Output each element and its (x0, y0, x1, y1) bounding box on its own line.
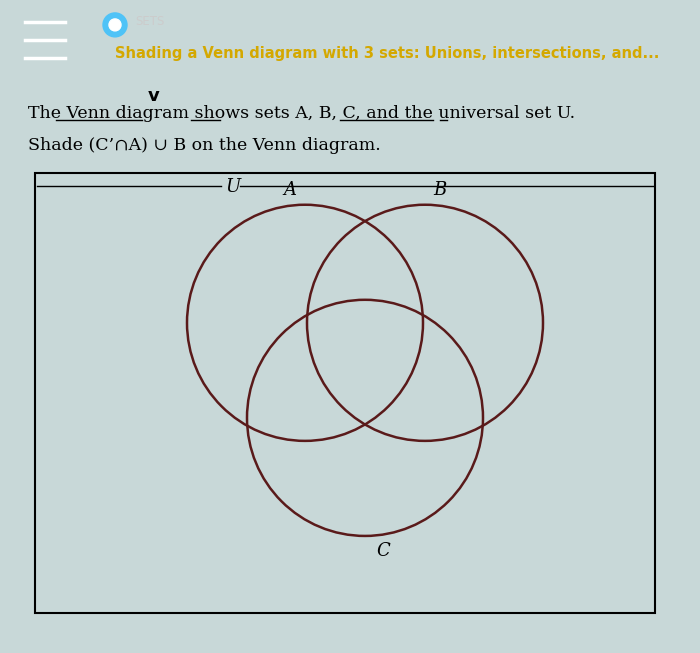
Text: B: B (433, 181, 447, 199)
Text: Shading a Venn diagram with 3 sets: Unions, intersections, and...: Shading a Venn diagram with 3 sets: Unio… (115, 46, 659, 61)
Bar (35, 173, 655, 613)
Text: A: A (284, 181, 297, 199)
Text: The Venn diagram shows sets A, B, C, and the universal set U.: The Venn diagram shows sets A, B, C, and… (28, 104, 575, 121)
Text: Shade (C’∩A) ∪ B on the Venn diagram.: Shade (C’∩A) ∪ B on the Venn diagram. (28, 136, 381, 153)
Text: U: U (225, 178, 240, 196)
Circle shape (109, 19, 121, 31)
Text: C: C (376, 542, 390, 560)
Text: v: v (148, 88, 160, 105)
Circle shape (103, 13, 127, 37)
Text: SETS: SETS (135, 16, 164, 29)
